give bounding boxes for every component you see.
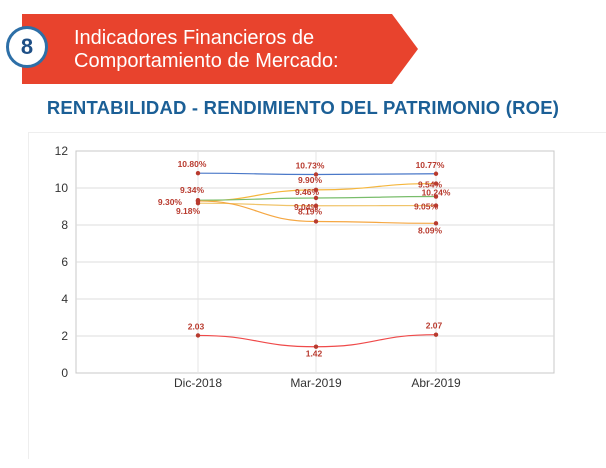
x-tick-label: Dic-2018 [174,376,222,390]
y-tick-label: 0 [61,366,68,380]
section-number: 8 [20,34,34,59]
data-point [313,172,319,177]
y-tick-label: 2 [61,329,68,343]
data-label: 9.04% [294,202,319,212]
data-label: 9.90% [298,175,323,185]
data-label: 10.24% [422,188,451,198]
data-label: 9.46% [295,187,320,197]
y-tick-label: 10 [55,181,69,195]
data-label: 10.80% [178,159,207,169]
data-point [195,198,201,204]
data-label: 2.03 [188,321,205,331]
data-label: 2.07 [426,321,443,331]
data-point [313,195,319,201]
data-point [433,332,439,337]
data-label: 8.09% [418,225,443,235]
data-label: 8.19% [298,206,323,216]
data-point [313,203,319,208]
data-point [313,187,319,193]
data-label: 9.54% [418,180,443,190]
y-tick-label: 6 [61,255,68,269]
data-point [195,171,201,176]
data-point [313,344,319,349]
data-label: 9.05% [414,202,439,212]
data-point [195,333,201,338]
data-label: 9.18% [176,206,201,216]
data-label: 10.77% [416,160,445,170]
data-point [313,219,319,224]
x-tick-label: Mar-2019 [290,376,342,390]
x-tick-label: Abr-2019 [411,376,461,390]
data-point [433,181,439,186]
header-title: Indicadores Financieros de Comportamient… [74,27,339,72]
data-point [433,171,439,176]
header-banner-shape [22,14,418,84]
header-banner [22,14,418,84]
y-tick-label: 8 [61,218,68,232]
data-label: 10.73% [296,160,325,170]
y-tick-label: 4 [61,292,68,306]
data-label: 1.42 [306,349,323,359]
chart-card [28,132,606,459]
chart-title: RENTABILIDAD - RENDIMIENTO DEL PATRIMONI… [46,97,560,118]
y-tick-label: 12 [55,144,69,158]
data-point [433,194,439,199]
data-point [433,203,439,208]
data-point [433,221,439,226]
data-label: 9.34% [180,185,205,195]
section-number-badge: 8 [6,26,48,68]
data-label: 9.30% [158,197,183,207]
